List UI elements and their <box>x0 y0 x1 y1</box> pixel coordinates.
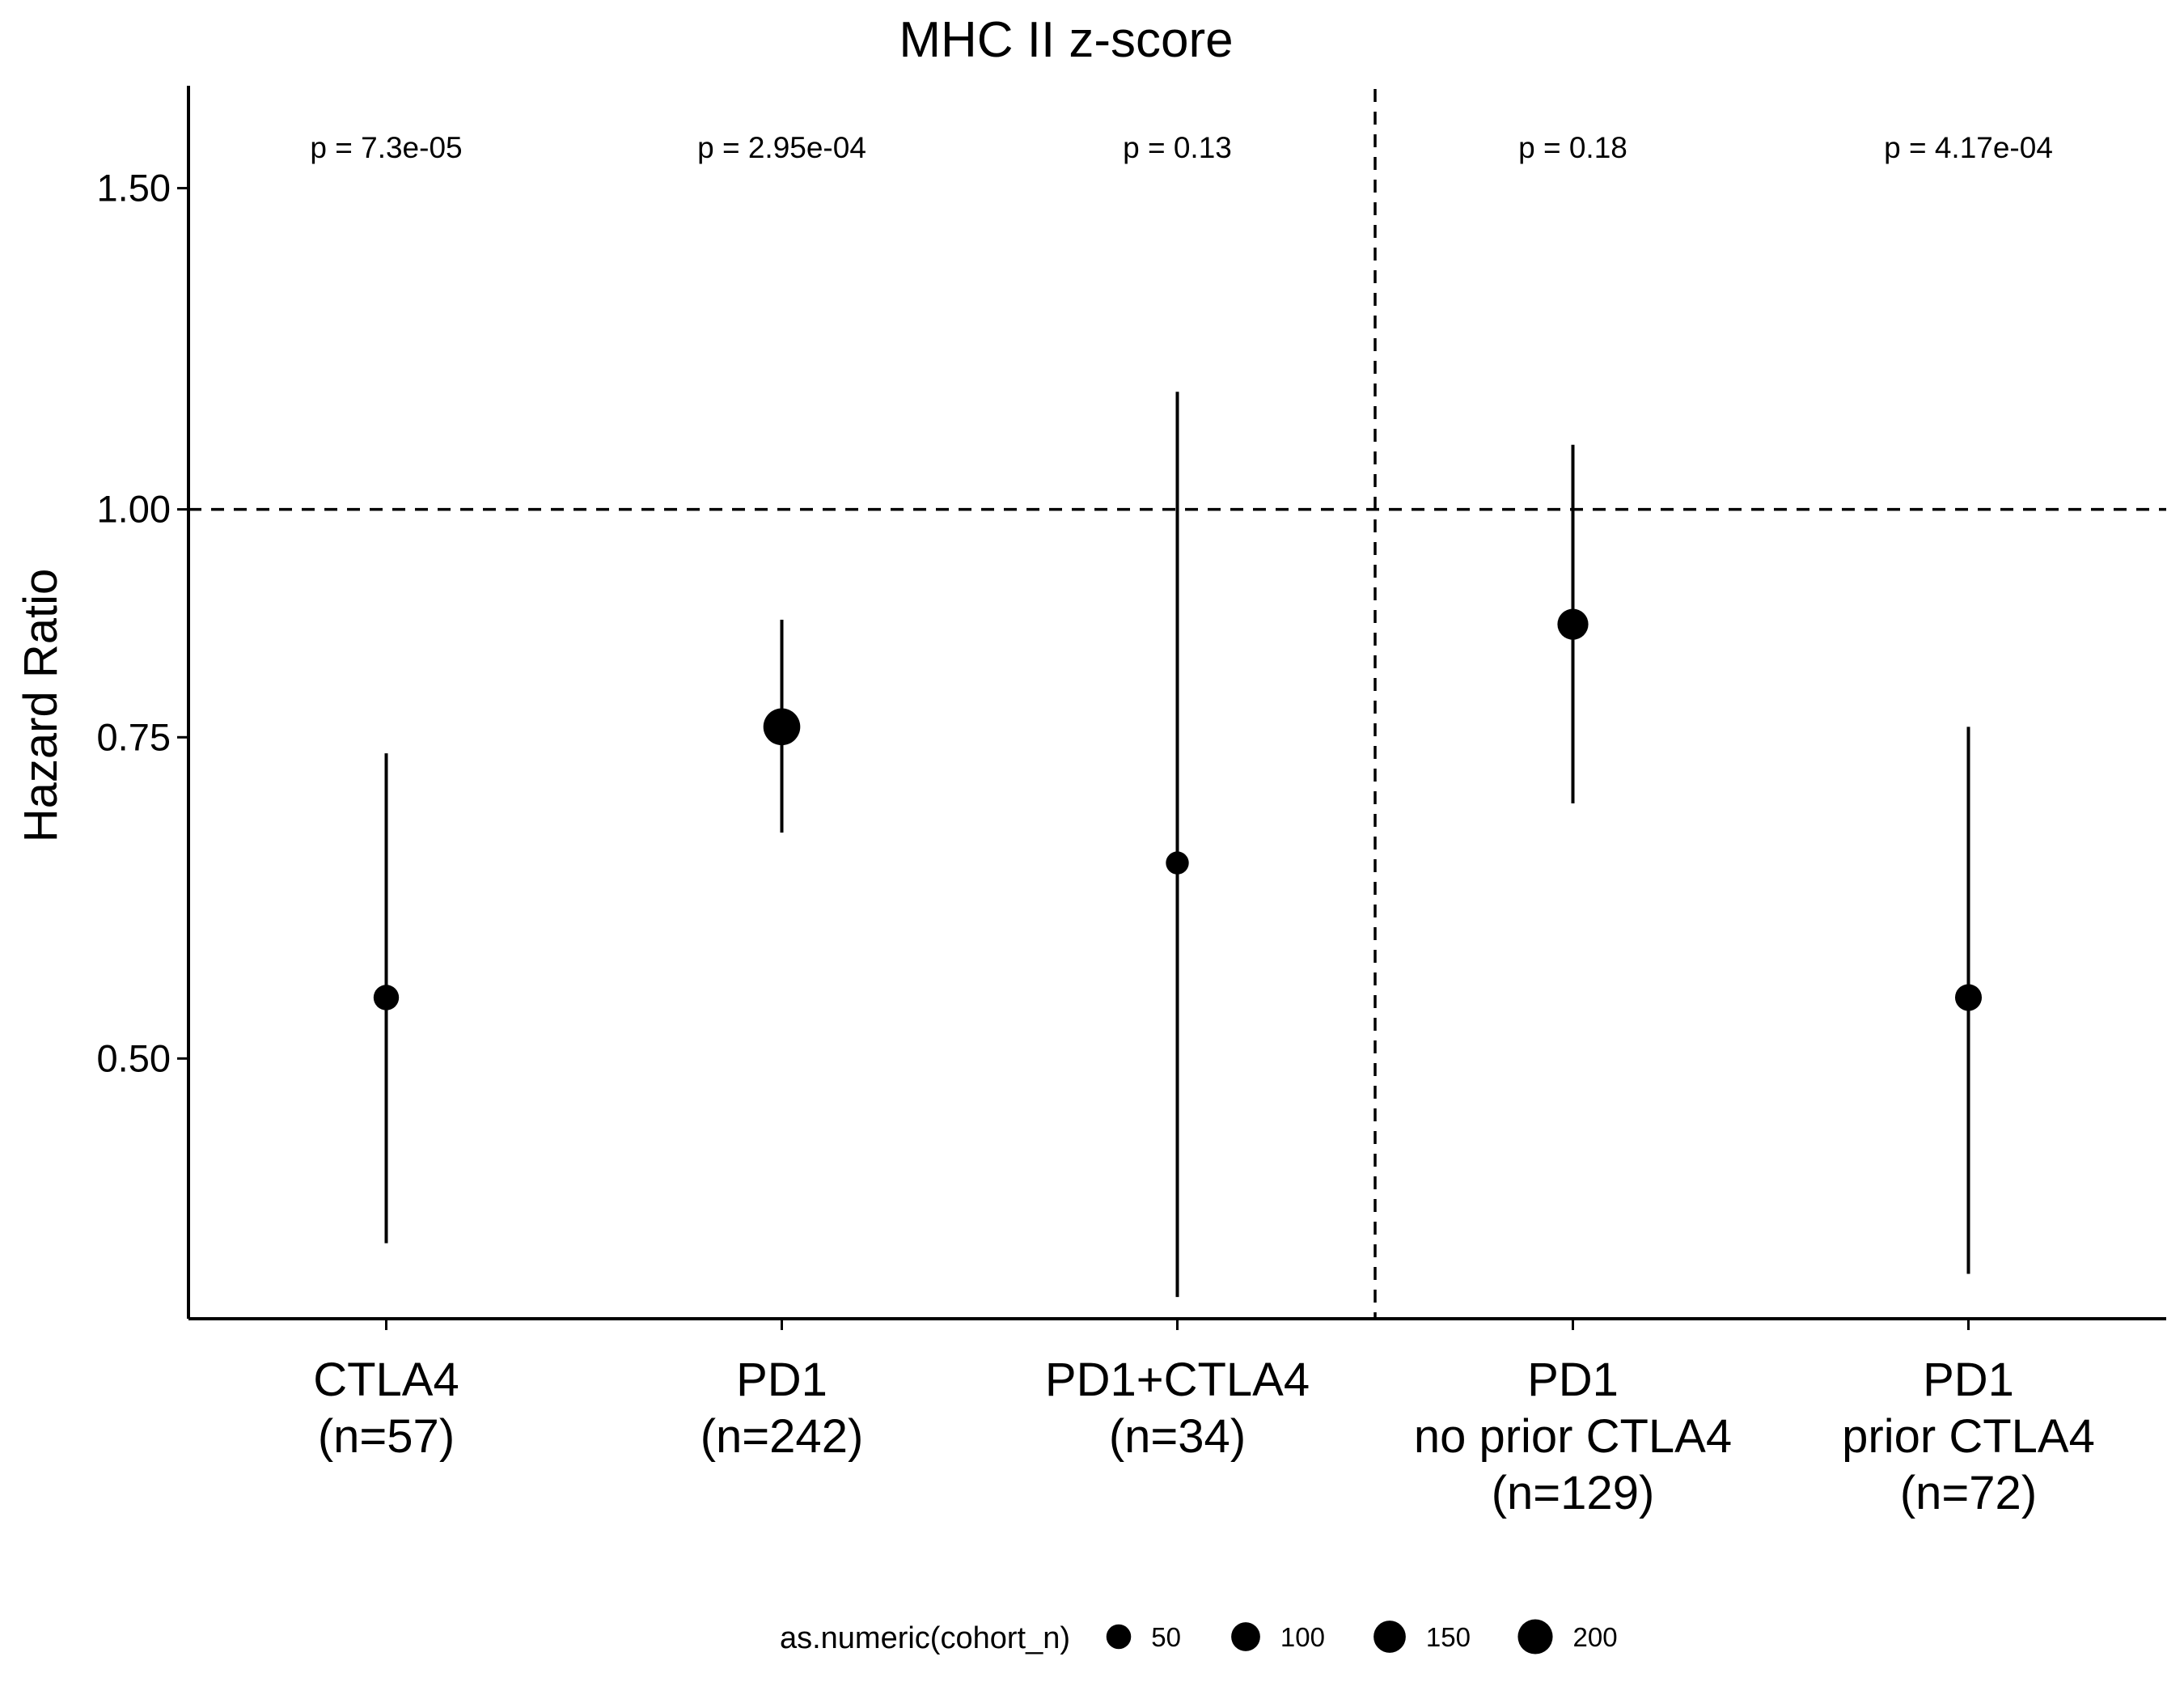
y-axis-label: Hazard Ratio <box>15 569 67 842</box>
legend-key <box>1373 1621 1406 1653</box>
x-tick-label: CTLA4 (n=57) <box>313 1354 459 1463</box>
data-point <box>763 708 801 746</box>
x-tick-label: PD1 prior CTLA4 (n=72) <box>1842 1354 2095 1519</box>
y-tick-label: 1.00 <box>97 488 171 531</box>
p-value-label: p = 7.3e-05 <box>310 131 462 164</box>
legend-label: 50 <box>1151 1622 1181 1652</box>
legend-title: as.numeric(cohort_n) <box>780 1621 1070 1655</box>
chart-title: MHC II z-score <box>899 12 1233 68</box>
legend-label: 150 <box>1426 1622 1471 1652</box>
legend-key <box>1106 1624 1132 1650</box>
x-tick-label: PD1 no prior CTLA4 (n=129) <box>1414 1354 1732 1519</box>
data-point <box>1954 984 1983 1011</box>
data-point <box>1557 608 1589 640</box>
legend-key <box>1231 1622 1260 1651</box>
p-value-label: p = 2.95e-04 <box>697 131 866 164</box>
data-point <box>373 985 400 1011</box>
x-tick-label: PD1+CTLA4 (n=34) <box>1045 1354 1310 1463</box>
p-value-label: p = 0.18 <box>1518 131 1627 164</box>
x-tick-label: PD1 (n=242) <box>700 1354 864 1463</box>
y-tick-label: 0.50 <box>97 1036 171 1079</box>
p-value-label: p = 4.17e-04 <box>1884 131 2053 164</box>
plot-area: 0.50 0.75 1.00 1.50 CTLA4 (n=57) PD1 (n=242) PD1… <box>97 86 2166 1519</box>
legend: as.numeric(cohort_n) 50 100 150 200 <box>780 1619 1618 1655</box>
data-point <box>1166 851 1189 875</box>
legend-key <box>1517 1619 1553 1655</box>
y-tick-label: 0.75 <box>97 715 171 758</box>
legend-label: 100 <box>1280 1622 1325 1652</box>
y-tick-label: 1.50 <box>97 167 171 210</box>
legend-label: 200 <box>1573 1622 1618 1652</box>
p-value-label: p = 0.13 <box>1123 131 1232 164</box>
